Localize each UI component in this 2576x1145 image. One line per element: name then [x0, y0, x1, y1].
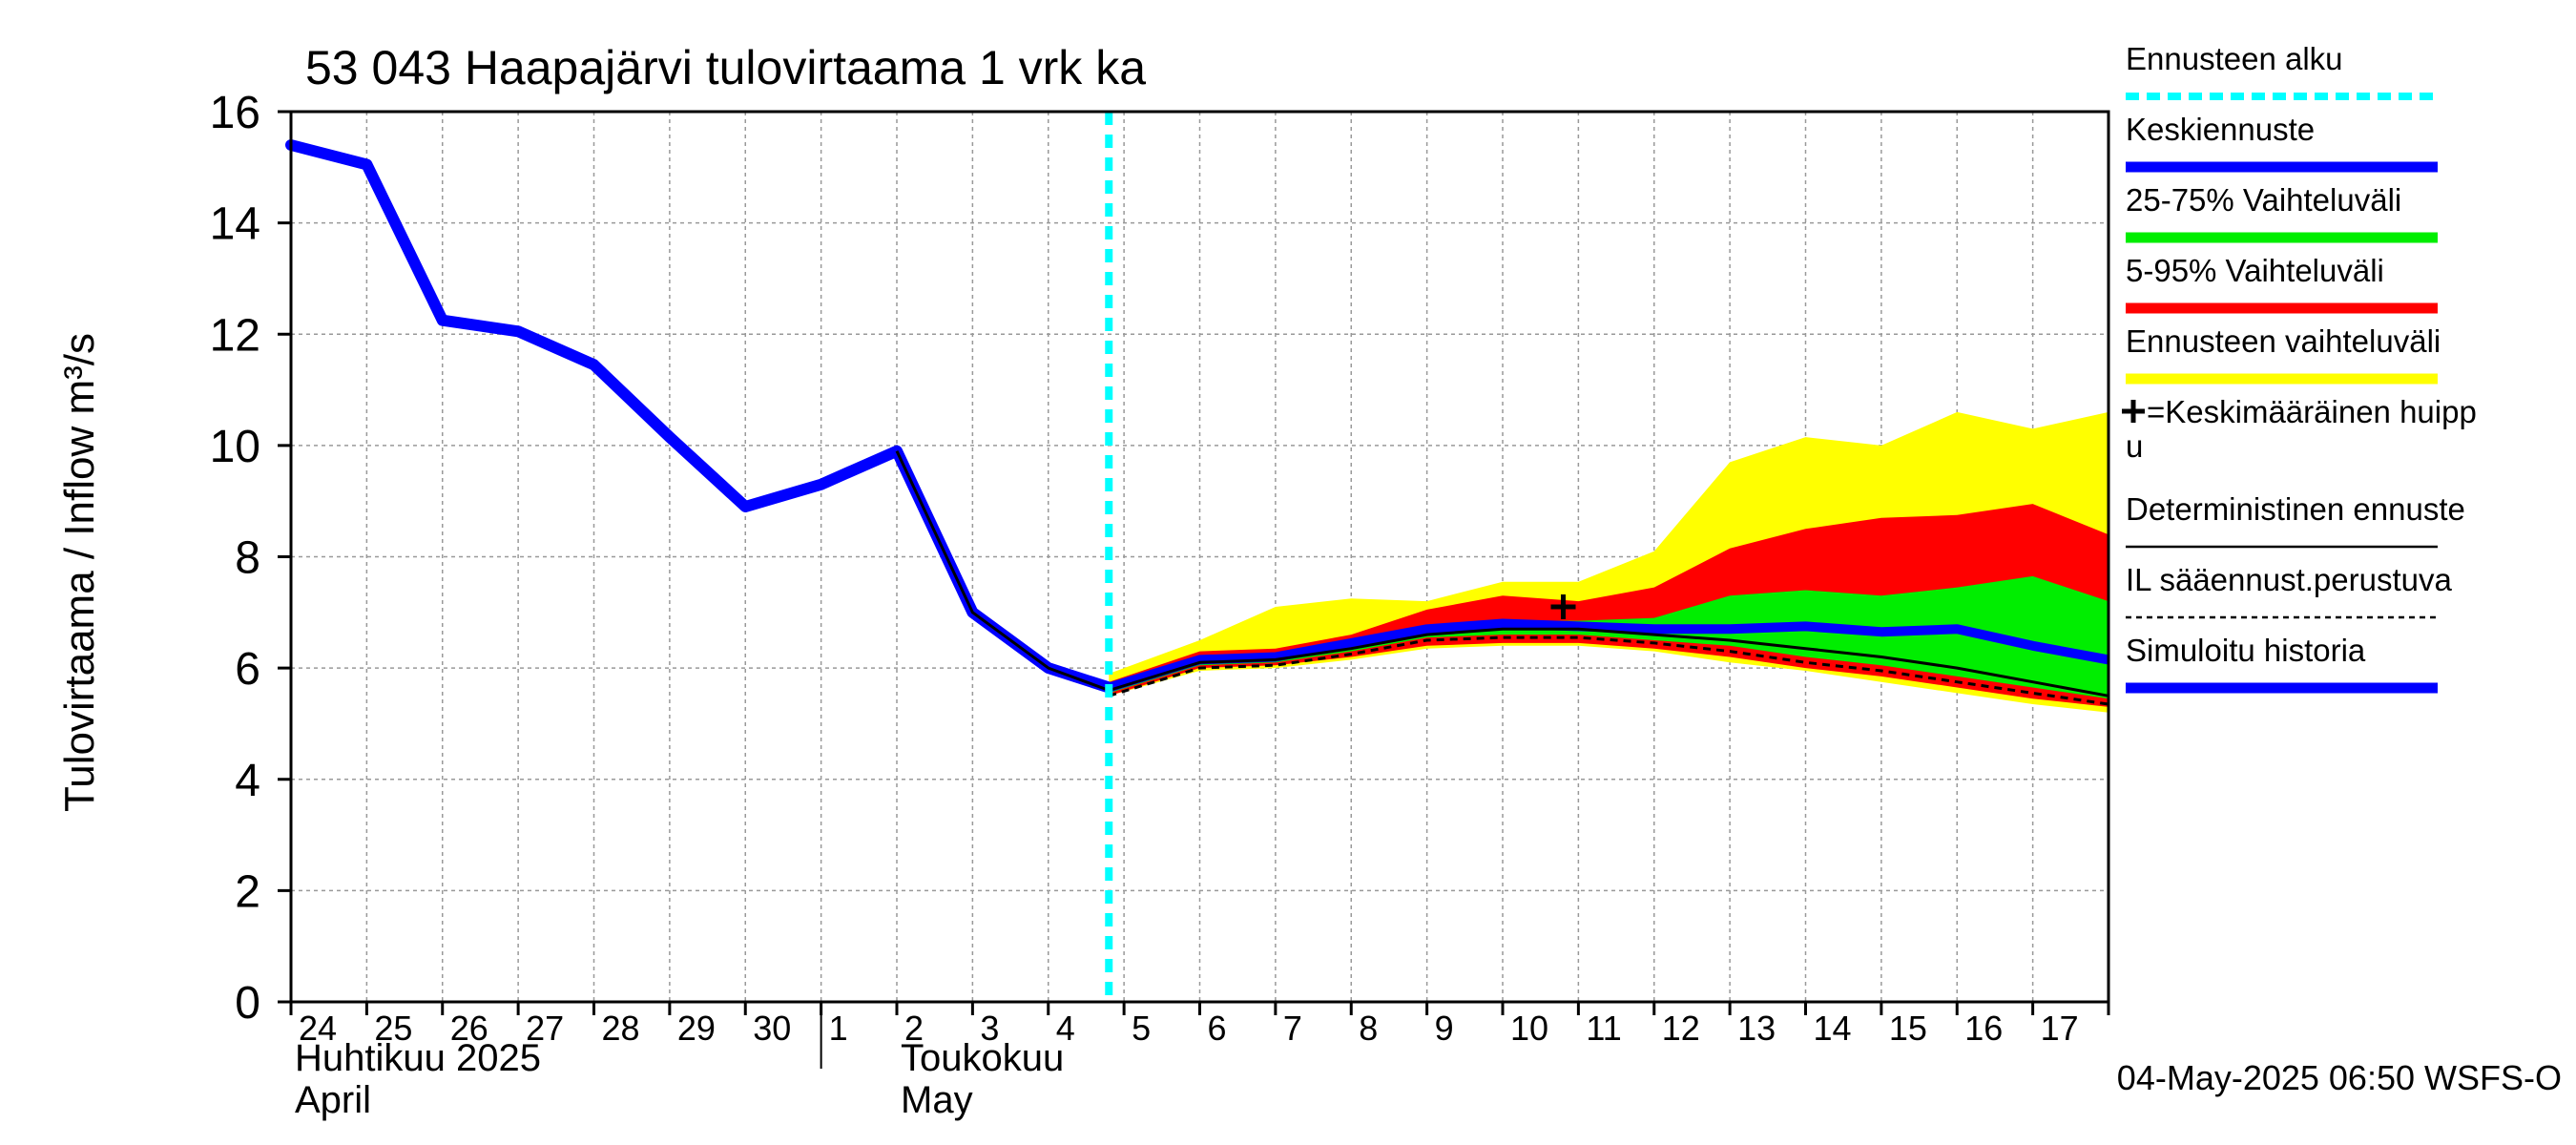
y-tick-label: 0 [235, 978, 260, 1029]
x-tick-label: 26 [450, 1009, 488, 1048]
x-tick-label: 11 [1586, 1009, 1621, 1048]
x-tick-label: 7 [1283, 1009, 1302, 1048]
chart-title: 53 043 Haapajärvi tulovirtaama 1 vrk ka [305, 41, 1146, 94]
legend-label: Simuloitu historia [2126, 633, 2366, 668]
x-tick-label: 28 [602, 1009, 640, 1048]
x-tick-label: 14 [1814, 1009, 1852, 1048]
x-tick-label: 4 [1056, 1009, 1075, 1048]
legend-label: 25-75% Vaihteluväli [2126, 182, 2401, 218]
x-tick-label: 13 [1737, 1009, 1776, 1048]
legend: Ennusteen alku Keskiennuste 25-75% Vaihtel… [2122, 41, 2477, 694]
legend-label: IL sääennust.perustuva [2126, 562, 2452, 597]
month-label-en: April [295, 1079, 371, 1121]
x-tick-label: 10 [1510, 1009, 1548, 1048]
series-lines [285, 112, 2109, 1002]
x-tick-label: 12 [1662, 1009, 1700, 1048]
legend-label-continued: u [2126, 428, 2143, 464]
legend-label: Ennusteen alku [2126, 41, 2343, 76]
mean-forecast-line [1107, 618, 2109, 693]
y-tick-label: 16 [210, 88, 260, 138]
legend-label: 5-95% Vaihteluväli [2126, 253, 2384, 288]
y-axis-label: Tulovirtaama / Inflow m³/s [56, 333, 103, 812]
x-tick-label: 15 [1889, 1009, 1927, 1048]
footer-timestamp: 04-May-2025 06:50 WSFS-O [2117, 1058, 2562, 1097]
y-tick-label: 6 [235, 644, 260, 695]
month-label-fi: Huhtikuu 2025 [295, 1037, 541, 1079]
x-tick-label: 8 [1359, 1009, 1378, 1048]
deterministic-forecast-line [895, 450, 2109, 697]
band-25-75-vaihteluv-li [1109, 575, 2109, 699]
legend-label: Keskiennuste [2126, 112, 2315, 147]
legend-label: =Keskimääräinen huipp [2147, 394, 2477, 429]
x-tick-label: 27 [526, 1009, 564, 1048]
y-tick-label: 2 [235, 866, 260, 917]
mean-peak-marker [1550, 593, 1576, 619]
x-tick-label: 3 [980, 1009, 999, 1048]
x-tick-label: 6 [1208, 1009, 1227, 1048]
x-tick-label: 30 [753, 1009, 791, 1048]
month-label-fi: Toukokuu [901, 1037, 1064, 1079]
y-tick-label: 10 [210, 422, 260, 472]
x-tick-label: 25 [374, 1009, 412, 1048]
y-tick-label: 14 [210, 199, 260, 250]
legend-swatch [2122, 400, 2145, 423]
x-tick-label: 29 [677, 1009, 716, 1048]
month-label-en: May [901, 1079, 973, 1121]
x-tick-label: 5 [1132, 1009, 1151, 1048]
legend-label: Ennusteen vaihteluväli [2126, 323, 2441, 359]
y-tick-label: 4 [235, 756, 260, 806]
simulated-history-line [285, 139, 1115, 694]
legend-label: Deterministinen ennuste [2126, 491, 2465, 527]
il-weather-forecast-line [1108, 635, 2109, 706]
x-tick-label: 1 [829, 1009, 848, 1048]
x-tick-label: 2 [904, 1009, 924, 1048]
y-tick-label: 8 [235, 533, 260, 584]
y-tick-label: 12 [210, 310, 260, 361]
x-tick-label: 24 [299, 1009, 337, 1048]
x-tick-label: 9 [1435, 1009, 1454, 1048]
x-tick-label: 16 [1964, 1009, 2003, 1048]
x-tick-label: 17 [2041, 1009, 2079, 1048]
